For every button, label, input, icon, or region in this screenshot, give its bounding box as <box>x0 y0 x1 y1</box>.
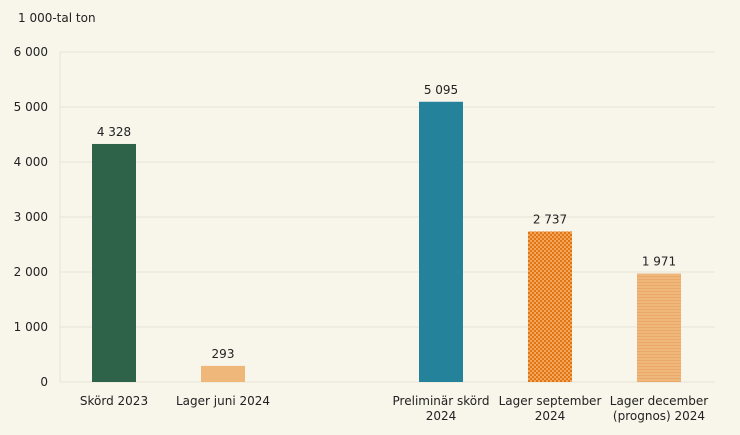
bar <box>201 365 245 382</box>
y-tick-label: 4 000 <box>14 155 48 169</box>
y-axis-title: 1 000-tal ton <box>18 11 96 25</box>
y-tick-label: 2 000 <box>14 265 48 279</box>
y-tick-label: 0 <box>40 375 48 389</box>
x-tick-label: Lager juni 2024 <box>176 394 270 408</box>
bar <box>419 101 463 383</box>
x-tick-label: Lager december <box>610 394 708 408</box>
data-label: 1 971 <box>642 255 676 269</box>
bar <box>528 231 572 382</box>
x-tick-label: 2024 <box>535 409 566 423</box>
x-tick-label: (prognos) 2024 <box>613 409 705 423</box>
data-label: 4 328 <box>97 125 131 139</box>
y-tick-label: 5 000 <box>14 100 48 114</box>
y-tick-label: 3 000 <box>14 210 48 224</box>
y-tick-label: 6 000 <box>14 45 48 59</box>
x-tick-label: Lager september <box>499 394 602 408</box>
x-tick-label: 2024 <box>426 409 457 423</box>
data-label: 5 095 <box>424 83 458 97</box>
y-tick-label: 1 000 <box>14 320 48 334</box>
data-label: 293 <box>212 347 235 361</box>
bar <box>637 273 681 382</box>
bar <box>92 143 136 382</box>
x-tick-label: Preliminär skörd <box>393 394 490 408</box>
data-label: 2 737 <box>533 212 567 226</box>
x-tick-label: Skörd 2023 <box>80 394 148 408</box>
